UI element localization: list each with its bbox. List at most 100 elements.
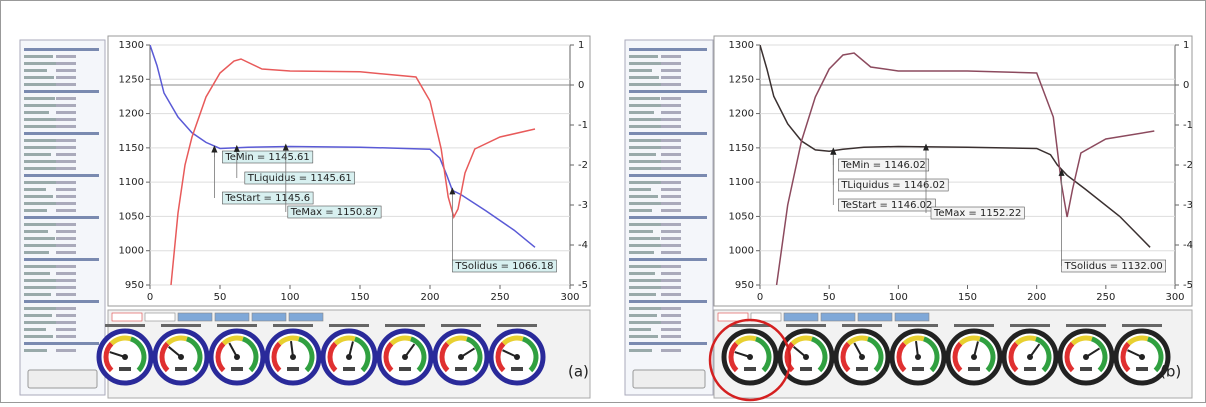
sidebar-value bbox=[56, 286, 76, 289]
annotation-label: TeMax = 1150.87 bbox=[290, 207, 378, 218]
gauge-caption bbox=[273, 324, 313, 327]
sidebar-value bbox=[661, 181, 681, 184]
gauge-caption bbox=[1066, 324, 1106, 327]
gauge-hub bbox=[178, 354, 184, 360]
gauge-readout bbox=[744, 367, 756, 371]
sidebar-value bbox=[56, 230, 76, 233]
sidebar-row bbox=[629, 272, 655, 275]
sidebar-button bbox=[633, 370, 705, 388]
gauge-readout bbox=[343, 367, 355, 371]
sidebar-row bbox=[24, 293, 51, 296]
x-tick-label: 150 bbox=[958, 292, 977, 303]
sidebar-value bbox=[56, 314, 76, 317]
sidebar-value bbox=[661, 153, 681, 156]
sidebar-value bbox=[56, 279, 76, 282]
sidebar-value bbox=[661, 62, 681, 65]
gauge-readout bbox=[231, 367, 243, 371]
sidebar-row bbox=[24, 153, 51, 156]
sidebar-row bbox=[629, 153, 656, 156]
page: 9501000105011001150120012501300-5-4-3-2-… bbox=[0, 0, 1206, 403]
sidebar-row bbox=[629, 132, 707, 135]
sidebar-value bbox=[661, 335, 681, 338]
screenshot: 9501000105011001150120012501300-5-4-3-2-… bbox=[0, 0, 1206, 403]
sidebar-value bbox=[661, 139, 681, 142]
y2-tick-label: -4 bbox=[1183, 240, 1193, 251]
sidebar-row bbox=[629, 293, 656, 296]
y-tick-label: 1100 bbox=[119, 177, 144, 188]
y2-tick-label: -3 bbox=[1183, 200, 1193, 211]
sidebar-row bbox=[24, 195, 53, 198]
sidebar-row bbox=[24, 83, 61, 86]
sidebar-row bbox=[629, 62, 665, 65]
x-tick-label: 200 bbox=[1027, 292, 1046, 303]
sidebar-row bbox=[24, 181, 59, 184]
y2-tick-label: 0 bbox=[1183, 80, 1189, 91]
panel-label: (b) bbox=[1160, 363, 1181, 381]
sidebar-value bbox=[56, 244, 76, 247]
sidebar-value bbox=[661, 321, 681, 324]
x-tick-label: 100 bbox=[889, 292, 908, 303]
strip-button bbox=[145, 313, 175, 321]
x-tick-label: 100 bbox=[280, 292, 299, 303]
gauge-caption bbox=[385, 324, 425, 327]
sidebar-value bbox=[56, 321, 76, 324]
sidebar-row bbox=[24, 335, 53, 338]
gauge-hub bbox=[514, 354, 520, 360]
annotation-label: TSolidus = 1066.18 bbox=[454, 261, 553, 272]
y2-tick-label: -2 bbox=[578, 160, 588, 171]
sidebar-row bbox=[629, 321, 664, 324]
y2-tick-label: -1 bbox=[1183, 120, 1193, 131]
y-tick-label: 1200 bbox=[729, 109, 754, 120]
plot-area bbox=[760, 45, 1175, 285]
y-tick-label: 1050 bbox=[729, 211, 754, 222]
sidebar-row bbox=[629, 202, 665, 205]
sidebar-row bbox=[24, 321, 59, 324]
y-tick-label: 1300 bbox=[119, 40, 144, 51]
y-tick-label: 1250 bbox=[729, 74, 754, 85]
annotation-label: TeMin = 1145.61 bbox=[224, 152, 309, 163]
gauge-readout bbox=[399, 367, 411, 371]
sidebar-row bbox=[24, 314, 52, 317]
sidebar-value bbox=[661, 188, 681, 191]
y-tick-label: 1150 bbox=[729, 143, 754, 154]
sidebar-value bbox=[661, 349, 681, 352]
gauge-hub bbox=[1139, 354, 1145, 360]
gauge-caption bbox=[217, 324, 257, 327]
sidebar-value bbox=[56, 349, 76, 352]
sidebar-row bbox=[629, 209, 652, 212]
gauge-hub bbox=[1027, 354, 1033, 360]
sidebar-row bbox=[629, 314, 657, 317]
sidebar-row bbox=[24, 118, 56, 121]
sidebar-row bbox=[24, 237, 55, 240]
sidebar-row bbox=[629, 195, 658, 198]
sidebar-value bbox=[56, 223, 76, 226]
sidebar-value bbox=[56, 251, 76, 254]
sidebar-row bbox=[24, 230, 48, 233]
strip-button bbox=[821, 313, 855, 321]
sidebar-value bbox=[56, 146, 76, 149]
sidebar-value bbox=[56, 167, 76, 170]
sidebar-row bbox=[24, 174, 99, 177]
gauge-hub bbox=[915, 354, 921, 360]
sidebar-value bbox=[56, 293, 76, 296]
sidebar-value bbox=[56, 272, 76, 275]
y-tick-label: 1200 bbox=[119, 109, 144, 120]
annotation-label: TSolidus = 1132.00 bbox=[1064, 261, 1163, 272]
gauge-caption bbox=[954, 324, 994, 327]
y-tick-label: 1050 bbox=[119, 211, 144, 222]
panel-label: (a) bbox=[568, 363, 589, 381]
gauge-caption bbox=[842, 324, 882, 327]
gauge-caption bbox=[1010, 324, 1050, 327]
y-tick-label: 1150 bbox=[119, 143, 144, 154]
sidebar-row bbox=[629, 55, 658, 58]
x-tick-label: 50 bbox=[214, 292, 227, 303]
y-tick-label: 950 bbox=[125, 280, 144, 291]
x-tick-label: 250 bbox=[1096, 292, 1115, 303]
sidebar-value bbox=[661, 69, 681, 72]
annotation-label: TeMin = 1146.02 bbox=[840, 160, 925, 171]
gauge-readout bbox=[455, 367, 467, 371]
sidebar-value bbox=[661, 286, 681, 289]
gauge-hub bbox=[346, 354, 352, 360]
sidebar-row bbox=[24, 223, 61, 226]
sidebar-value bbox=[661, 307, 681, 310]
